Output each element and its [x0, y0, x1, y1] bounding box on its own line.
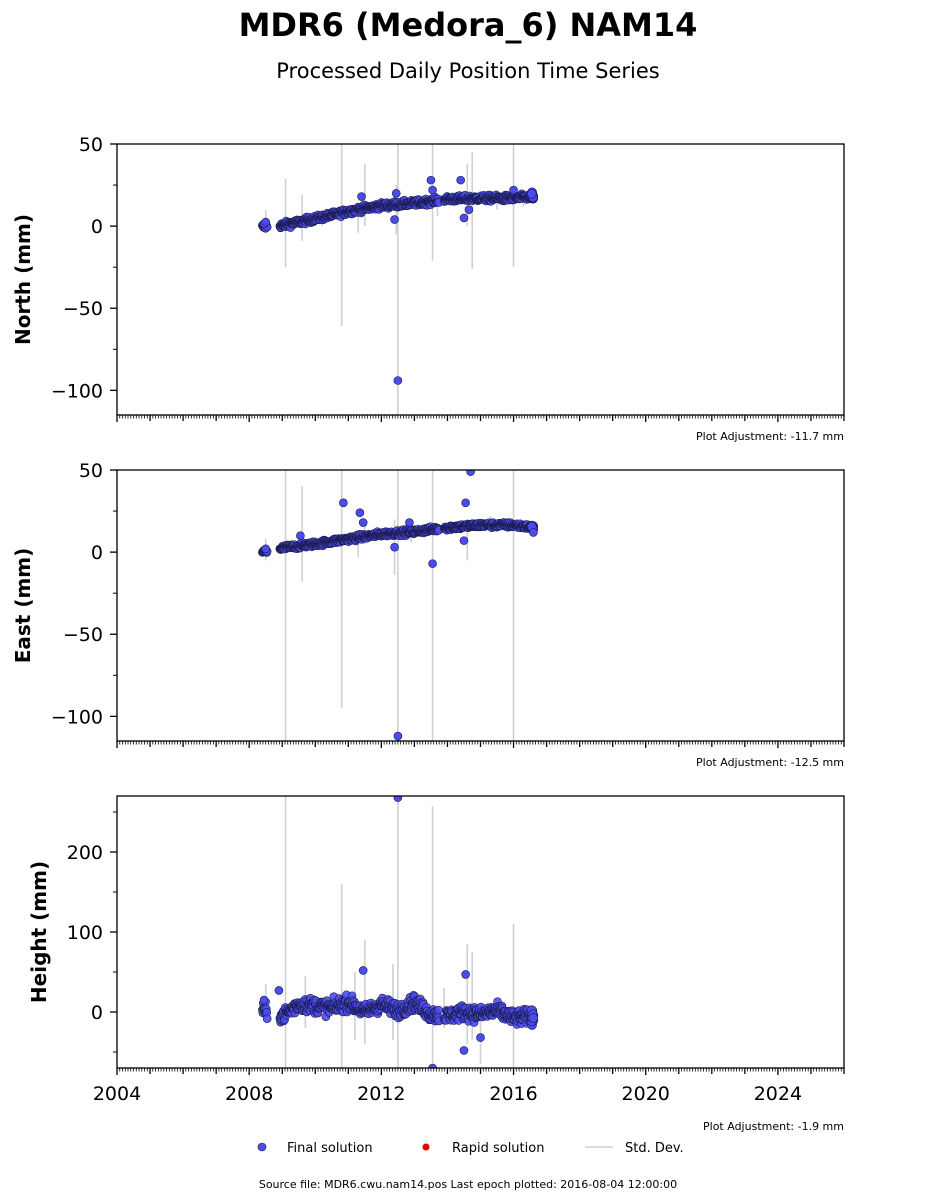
final-solution-outlier	[456, 175, 465, 185]
final-solution-outlier	[459, 536, 469, 545]
panel-height: 0 100 200 2004 2008 2012 2016 2020 2024 Height (m…	[27, 795, 845, 1133]
final-solution-outlier	[461, 498, 470, 508]
x-tick-label: 2012	[357, 1083, 405, 1105]
plot-frame	[116, 469, 845, 742]
final-solution-outlier	[393, 376, 403, 385]
final-solution-outlier	[296, 531, 305, 540]
y-tick-label: 50	[79, 460, 103, 482]
y-tick-label: 0	[91, 1002, 103, 1024]
final-solution-outlier	[261, 217, 271, 227]
final-solution-outlier	[357, 192, 366, 201]
y-tick-label: −100	[51, 706, 103, 728]
panel-east: −100 −50 0 50 East (mm) Plot Adjustment: -12.…	[11, 460, 845, 769]
final-solution-outlier	[261, 544, 271, 554]
final-solution-outlier	[426, 175, 436, 185]
legend-rapid-marker	[422, 1143, 430, 1151]
final-solution-outlier	[461, 970, 470, 979]
plot-adjustment-note: Plot Adjustment: -12.5 mm	[696, 756, 844, 769]
final-solution-outlier	[393, 731, 403, 741]
final-solution-point	[434, 1005, 443, 1015]
data-layer	[258, 470, 539, 741]
final-solution-outlier	[355, 508, 365, 518]
y-tick-label: 0	[91, 542, 103, 564]
y-tick-label: −100	[51, 380, 103, 402]
y-axis-label: Height (mm)	[27, 861, 51, 1003]
y-axis-label: East (mm)	[11, 548, 35, 664]
final-solution-outlier	[529, 528, 538, 537]
final-solution-outlier	[459, 213, 469, 223]
final-solution-outlier	[459, 1046, 469, 1055]
final-solution-outlier	[428, 185, 437, 195]
y-tick-label: −50	[63, 624, 103, 646]
legend-final-label: Final solution	[287, 1141, 373, 1156]
plot-adjustment-note: Plot Adjustment: -1.9 mm	[703, 1120, 844, 1133]
final-solution-outlier	[428, 559, 437, 568]
legend-std-label: Std. Dev.	[625, 1141, 684, 1156]
final-solution-outlier	[509, 185, 518, 195]
x-tick-label: 2008	[225, 1083, 273, 1105]
panel-north: −100 −50 0 50 North (mm) Plot Adjustment: -11…	[11, 134, 845, 443]
legend-rapid-label: Rapid solution	[452, 1141, 544, 1156]
final-solution-outlier	[476, 1033, 485, 1042]
final-solution-outlier	[358, 966, 368, 975]
x-tick-label: 2016	[489, 1083, 537, 1105]
final-solution-outlier	[393, 796, 403, 802]
final-solution-outlier	[428, 1063, 437, 1068]
legend: Final solution Rapid solution Std. Dev.	[257, 1141, 684, 1156]
y-tick-label: 200	[67, 842, 103, 864]
final-solution-outlier	[358, 518, 368, 527]
final-solution-outlier	[466, 470, 475, 476]
final-solution-point	[526, 189, 537, 199]
plot-frame	[116, 143, 845, 416]
plot-adjustment-note: Plot Adjustment: -11.7 mm	[696, 430, 844, 443]
x-tick-label: 2004	[93, 1083, 141, 1105]
y-tick-label: 100	[67, 922, 103, 944]
data-layer	[258, 796, 539, 1068]
final-solution-outlier	[390, 215, 399, 224]
final-solution-outlier	[274, 986, 284, 995]
final-solution-outlier	[405, 518, 414, 527]
chart-title: MDR6 (Medora_6) NAM14	[239, 6, 698, 44]
plot-panels: −100 −50 0 50 North (mm) Plot Adjustment: -11…	[11, 134, 845, 1133]
final-solution-point	[528, 1013, 539, 1023]
final-solution-outlier	[391, 188, 401, 198]
y-tick-label: 0	[91, 216, 103, 238]
y-axis-label: North (mm)	[11, 214, 35, 345]
final-solution-outlier	[390, 542, 399, 552]
final-solution-point	[262, 1014, 272, 1024]
x-tick-label: 2020	[622, 1083, 670, 1105]
final-solution-outlier	[259, 995, 269, 1005]
data-layer	[258, 144, 539, 415]
chart-subtitle: Processed Daily Position Time Series	[276, 59, 660, 83]
final-solution-outlier	[464, 205, 474, 214]
y-tick-label: 50	[79, 134, 103, 156]
source-note: Source file: MDR6.cwu.nam14.pos Last epo…	[259, 1178, 677, 1191]
final-solution-outlier	[339, 498, 348, 508]
x-tick-label: 2024	[754, 1083, 802, 1105]
legend-final-marker	[257, 1142, 267, 1152]
y-tick-label: −50	[63, 298, 103, 320]
